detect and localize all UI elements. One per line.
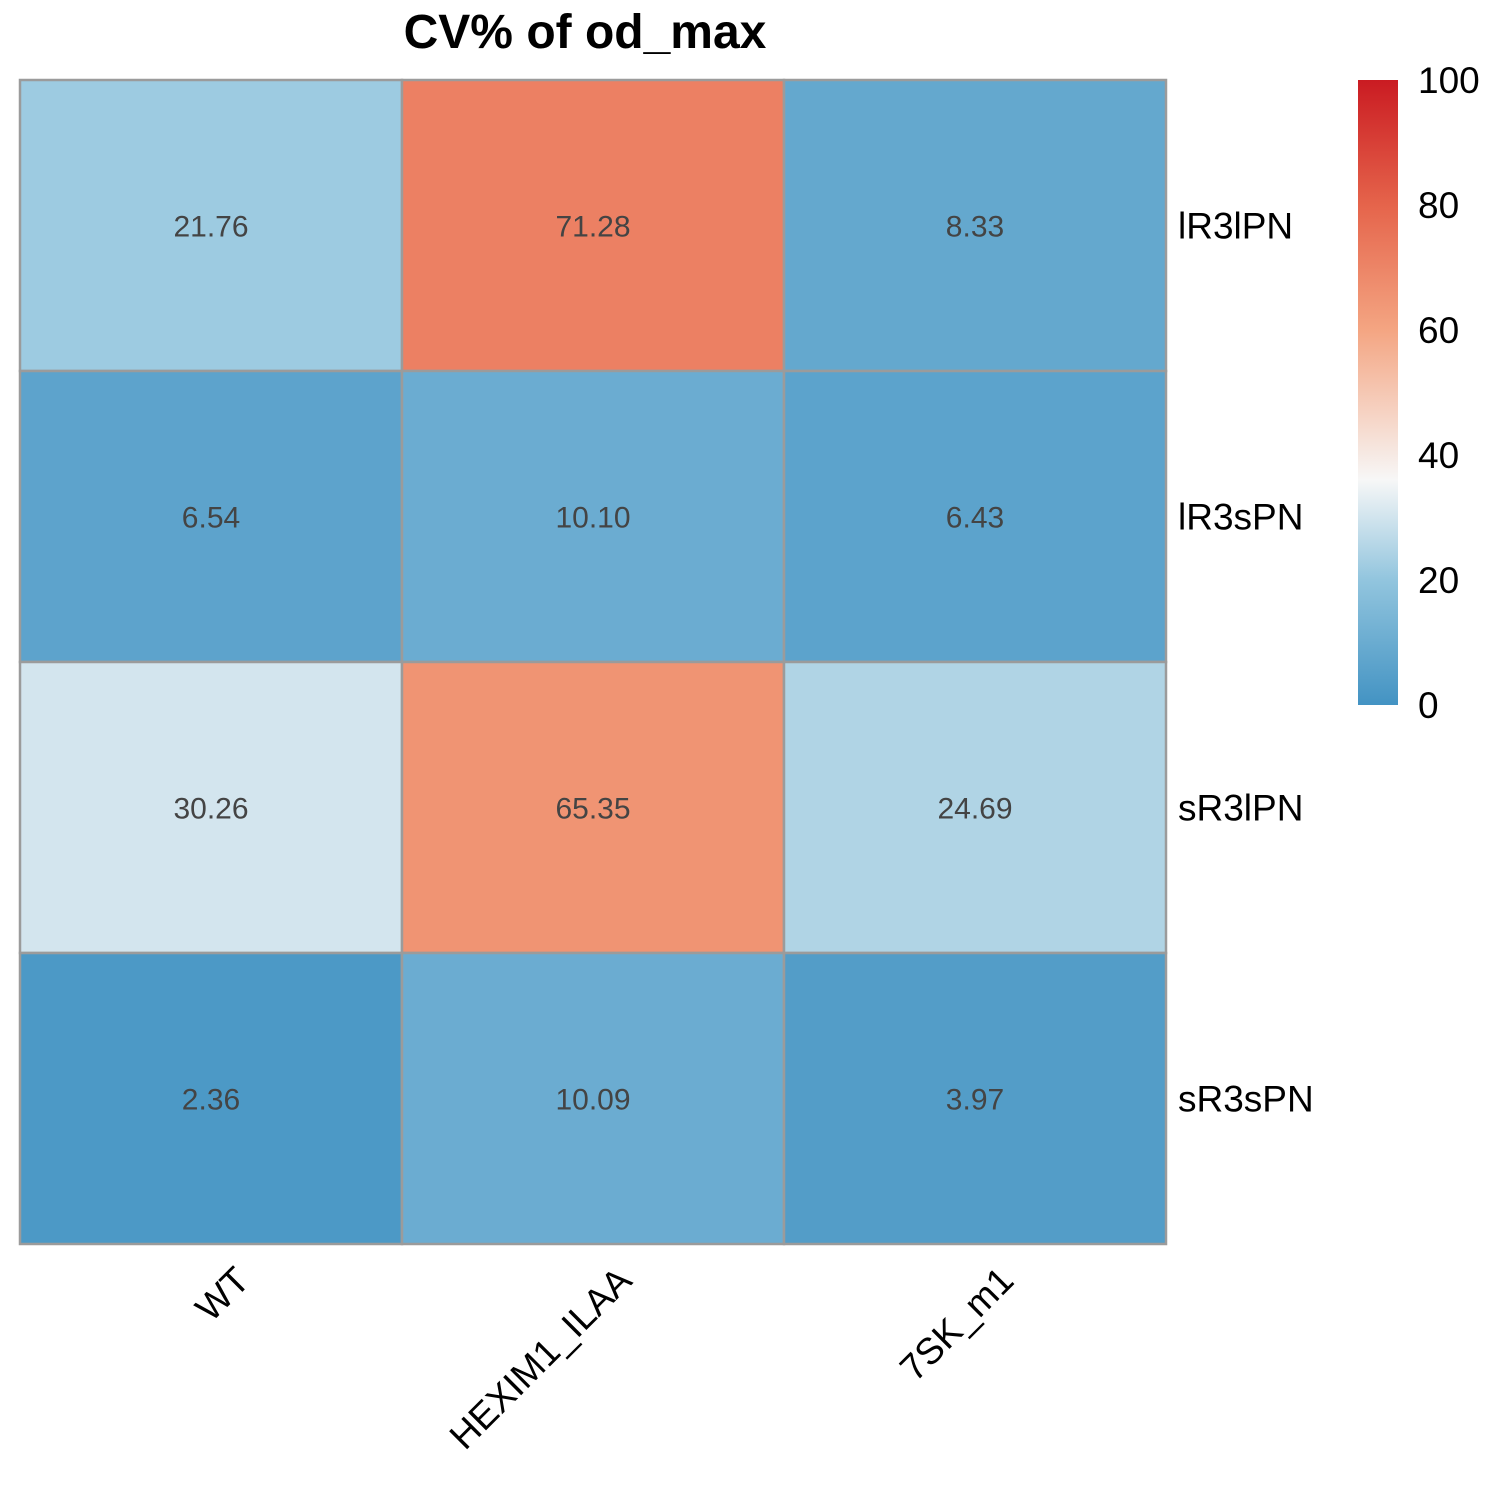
heatmap-cell [400,78,786,373]
colorbar-tick-label: 60 [1418,310,1459,351]
row-label: lR3lPN [1178,206,1293,247]
heatmap-cell [18,951,404,1246]
row-labels: lR3lPN lR3sPN sR3lPN sR3sPN [1178,206,1314,1120]
heatmap-cells [18,78,1168,1246]
colorbar-tick-label: 80 [1418,185,1459,226]
column-label: WT [188,1259,258,1329]
row-label: sR3sPN [1178,1079,1314,1120]
cell-value-label: 24.69 [937,793,1012,826]
cell-value-label: 65.35 [555,793,630,826]
colorbar-gradient [1358,80,1398,705]
row-label: lR3sPN [1178,497,1303,538]
cell-value-label: 21.76 [173,211,248,244]
column-label: HEXIM1_ILAA [442,1259,640,1457]
cell-value-label: 10.10 [555,502,630,535]
column-labels: WT HEXIM1_ILAA 7SK_m1 [188,1259,1022,1457]
colorbar-tick-label: 100 [1418,60,1480,101]
heatmap-value-labels: 21.76 71.28 8.33 6.54 10.10 6.43 30.26 65.35 24.… [173,211,1012,1117]
row-label: sR3lPN [1178,788,1303,829]
cell-value-label: 30.26 [173,793,248,826]
heatmap-cell [18,78,404,373]
heatmap-cell [782,951,1168,1246]
colorbar-tick-label: 0 [1418,685,1439,726]
heatmap-cell [782,369,1168,664]
cell-value-label: 3.97 [946,1084,1004,1117]
colorbar-tick-label: 20 [1418,560,1459,601]
cell-value-label: 10.09 [555,1084,630,1117]
cell-value-label: 71.28 [555,211,630,244]
color-legend: 0 20 40 60 80 100 [1358,60,1480,726]
chart-title: CV% of od_max [404,6,767,59]
cell-value-label: 2.36 [182,1084,240,1117]
heatmap-cell [782,78,1168,373]
colorbar-tick-label: 40 [1418,435,1459,476]
column-label: 7SK_m1 [892,1259,1021,1388]
cell-value-label: 6.54 [182,502,240,535]
cell-value-label: 8.33 [946,211,1004,244]
cell-value-label: 6.43 [946,502,1004,535]
heatmap-cell [400,369,786,664]
heatmap-cell [400,660,786,955]
heatmap-cell [18,369,404,664]
